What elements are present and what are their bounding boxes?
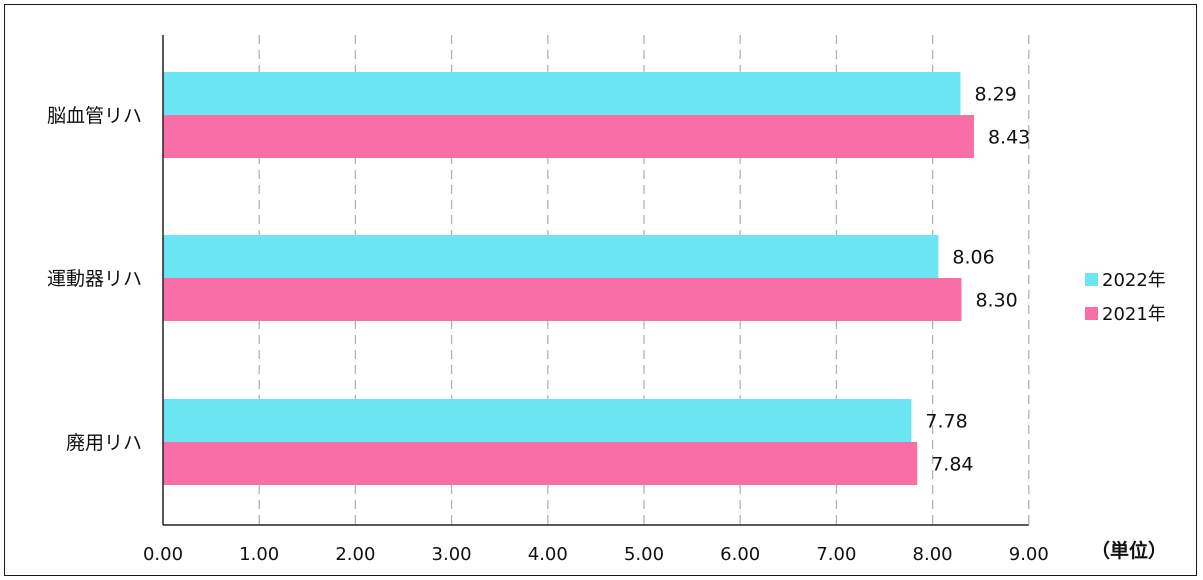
x-tick-label-4: 4.00 — [528, 544, 568, 565]
category-label-1: 運動器リハ — [47, 268, 142, 290]
bar-2021-1 — [163, 278, 962, 321]
bar-2022-2 — [163, 399, 912, 442]
legend-label-2022: 2022年 — [1102, 270, 1166, 291]
x-tick-label-6: 6.00 — [720, 544, 760, 565]
legend: 2022年 2021年 — [1085, 262, 1166, 330]
data-label-2021-2: 7.84 — [931, 454, 973, 476]
bar-2022-1 — [163, 235, 939, 278]
x-tick-label-9: 9.00 — [1009, 544, 1049, 565]
x-tick-label-3: 3.00 — [432, 544, 472, 565]
x-tick-label-2: 2.00 — [335, 544, 375, 565]
labels: 8.29 8.43 脳血管リハ 8.06 8.30 運動器リハ 7.78 7.84 廃用リハ 0.… — [47, 84, 1049, 566]
legend-item-2022: 2022年 — [1085, 262, 1166, 296]
bar-2022-0 — [163, 72, 961, 115]
bar-2021-0 — [163, 115, 974, 158]
x-tick-label-5: 5.00 — [624, 544, 664, 565]
data-label-2021-1: 8.30 — [975, 290, 1017, 312]
data-label-2021-0: 8.43 — [988, 127, 1030, 149]
category-label-0: 脳血管リハ — [47, 105, 142, 127]
legend-swatch-2021 — [1085, 306, 1098, 320]
unit-label: （単位） — [1090, 540, 1167, 562]
category-label-2: 廃用リハ — [66, 432, 142, 454]
x-tick-label-7: 7.00 — [816, 544, 856, 565]
axes — [162, 35, 1029, 526]
data-label-2022-2: 7.78 — [925, 411, 967, 433]
data-label-2022-0: 8.29 — [974, 84, 1016, 106]
x-tick-label-8: 8.00 — [913, 544, 953, 565]
x-tick-label-1: 1.00 — [239, 544, 279, 565]
bar-2021-2 — [163, 442, 918, 485]
legend-item-2021: 2021年 — [1085, 296, 1166, 330]
legend-swatch-2022 — [1085, 272, 1098, 286]
legend-label-2021: 2021年 — [1102, 304, 1166, 325]
x-tick-label-0: 0.00 — [143, 544, 183, 565]
data-label-2022-1: 8.06 — [952, 247, 994, 269]
bars — [163, 72, 974, 485]
